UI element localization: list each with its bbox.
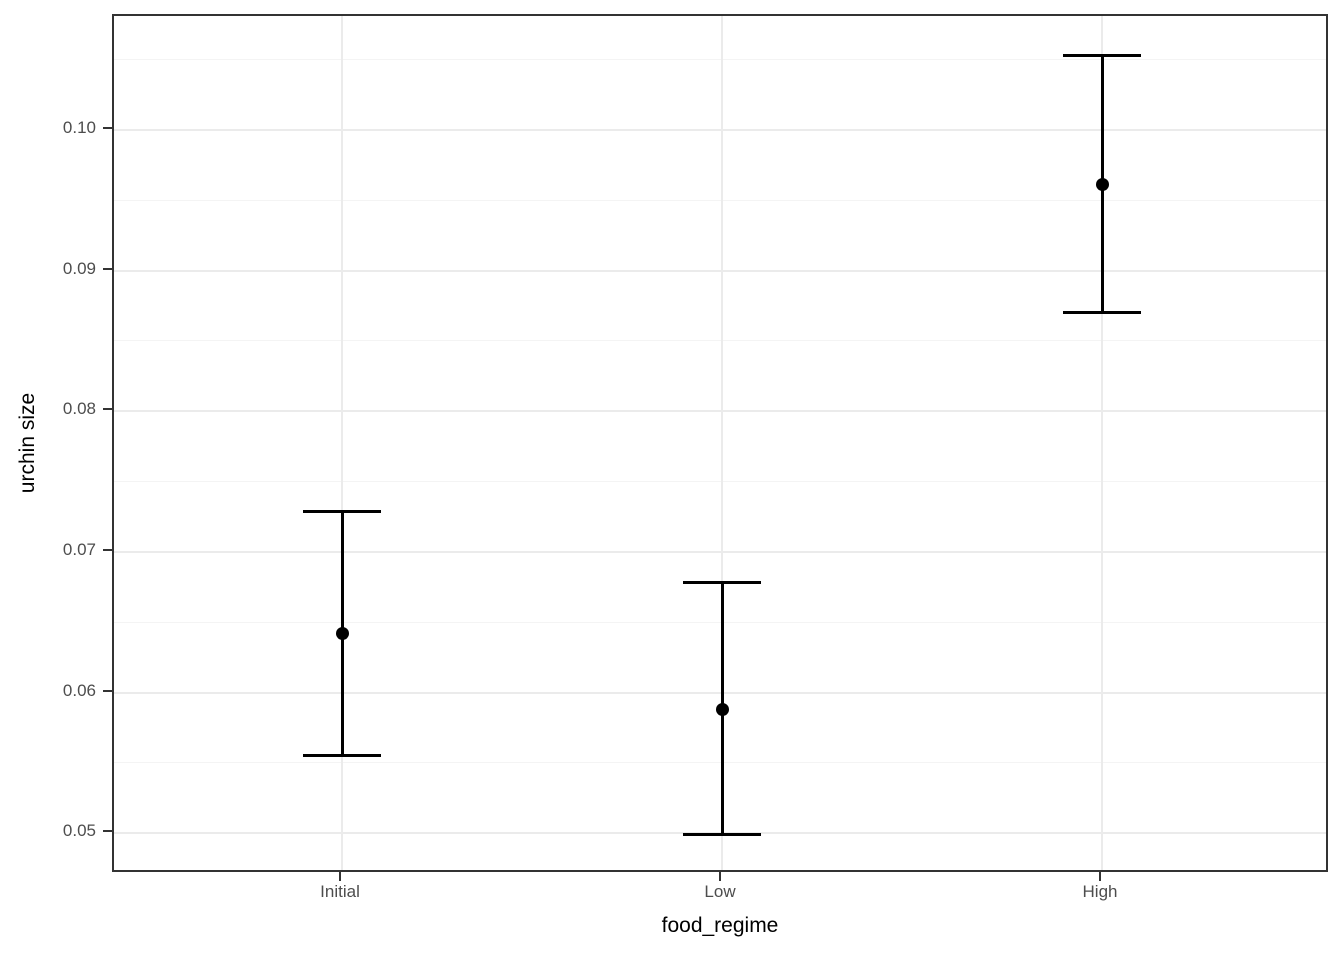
- y-axis-tick: [103, 689, 112, 692]
- y-tick-label: 0.06: [62, 680, 96, 700]
- gridline-minor-horizontal: [114, 481, 1326, 483]
- gridline-minor-horizontal: [114, 762, 1326, 764]
- point-high: [1095, 178, 1109, 192]
- x-tick-label: Initial: [320, 882, 360, 901]
- y-tick-label: 0.09: [62, 258, 96, 278]
- y-axis-tick: [103, 126, 112, 129]
- x-axis-tick: [1099, 872, 1101, 881]
- gridline-minor-horizontal: [114, 621, 1326, 623]
- y-axis-tick: [103, 830, 112, 833]
- gridline-major-vertical: [721, 16, 723, 870]
- errorbar-cap-upper-initial: [303, 509, 381, 513]
- gridline-minor-horizontal: [114, 59, 1326, 61]
- gridline-major-horizontal: [114, 691, 1326, 694]
- y-axis-tick: [103, 548, 112, 551]
- y-tick-label: 0.10: [62, 117, 96, 137]
- gridline-major-horizontal: [114, 550, 1326, 553]
- point-initial: [335, 626, 349, 640]
- errorbar-cap-upper-high: [1063, 53, 1141, 57]
- gridline-major-vertical: [341, 16, 343, 870]
- point-low: [715, 702, 729, 716]
- y-axis-tick: [103, 408, 112, 411]
- errorbar-cap-lower-high: [1063, 311, 1141, 315]
- y-axis-tick: [103, 267, 112, 270]
- gridline-minor-horizontal: [114, 199, 1326, 201]
- errorbar-cap-lower-initial: [303, 754, 381, 758]
- y-tick-label: 0.05: [62, 821, 96, 841]
- gridline-minor-horizontal: [114, 340, 1326, 342]
- errorbar-cap-lower-low: [683, 833, 761, 837]
- y-tick-label: 0.08: [62, 399, 96, 419]
- y-tick-label: 0.07: [62, 539, 96, 559]
- gridline-major-horizontal: [114, 269, 1326, 272]
- plot-panel: [112, 14, 1328, 872]
- x-axis-tick: [339, 872, 341, 881]
- x-axis-tick: [719, 872, 721, 881]
- gridline-major-vertical: [1101, 16, 1103, 870]
- errorbar-cap-upper-low: [683, 581, 761, 585]
- x-tick-label: High: [1082, 882, 1118, 901]
- x-axis-title: food_regime: [661, 914, 779, 937]
- x-tick-label: Low: [704, 882, 736, 901]
- gridline-major-horizontal: [114, 128, 1326, 131]
- gridline-major-horizontal: [114, 410, 1326, 413]
- y-axis-title: urchin size: [16, 392, 39, 494]
